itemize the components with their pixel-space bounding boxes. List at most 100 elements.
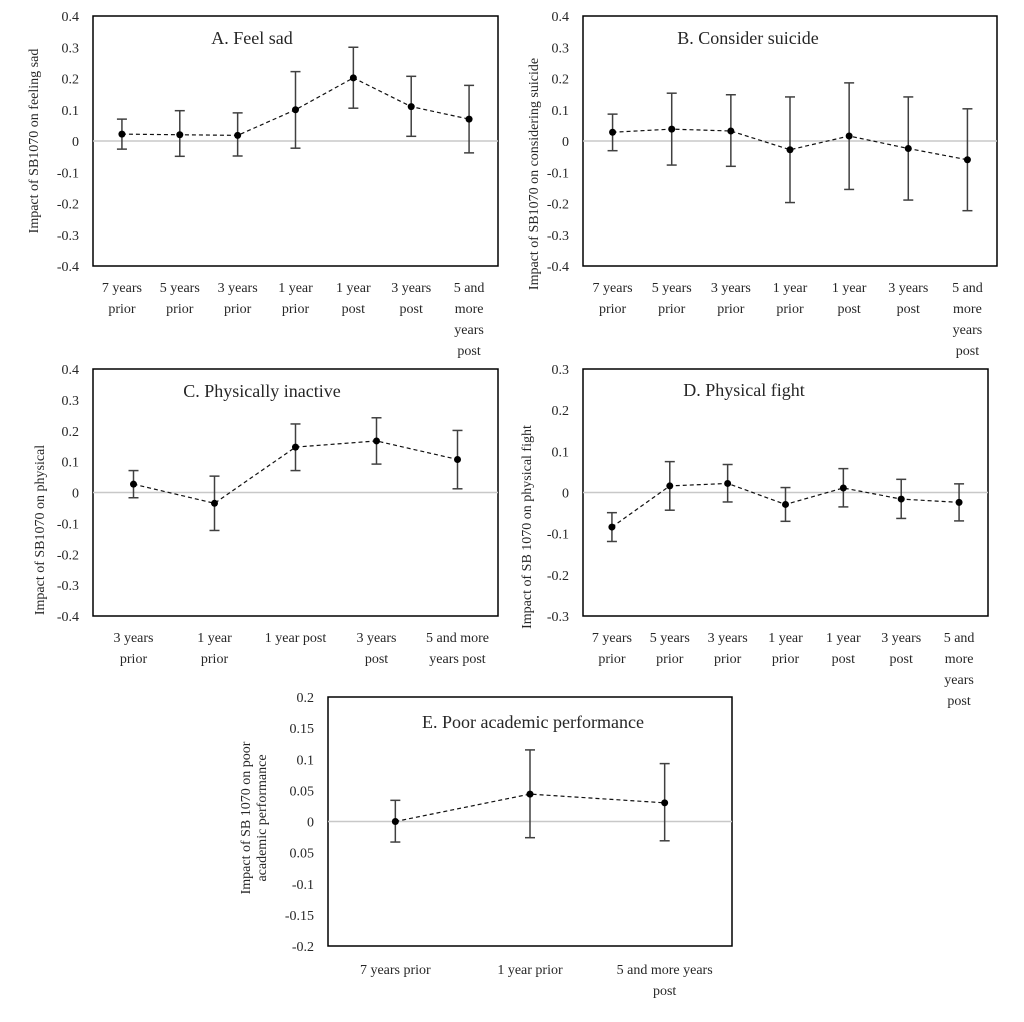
data-point	[955, 498, 963, 506]
chart-panel-5: 0.2 0.15 0.1 0.05 0 0.05 -0.1 -0.15 -0.2 7 years …	[239, 691, 733, 999]
y-tick-label: 0.4	[62, 363, 80, 378]
chart-panel-4: 0.3 0.2 0.1 0 -0.1 -0.2 -0.3 7 years prior 5 year…	[520, 363, 989, 709]
y-tick-label: 0	[562, 487, 569, 502]
x-tick-label: 5 years prior	[652, 281, 692, 317]
x-tick-label: 1 year post	[832, 281, 867, 317]
x-tick-label: 3 years prior	[113, 631, 153, 667]
y-tick-label: -0.1	[57, 166, 79, 181]
y-tick-label: 0.1	[62, 104, 80, 119]
chart-title: D. Physical fight	[683, 380, 805, 400]
y-tick-label: 0	[72, 487, 79, 502]
y-tick-label: 0.2	[62, 73, 80, 88]
x-tick-label: 1 year post	[826, 631, 861, 667]
x-tick-label: 3 years post	[881, 631, 921, 667]
data-point	[118, 130, 126, 138]
y-tick-label: 0	[562, 135, 569, 150]
x-tick-label: 1 year post	[336, 281, 371, 317]
x-tick-label: 3 years prior	[711, 281, 751, 317]
chart-title: A. Feel sad	[211, 28, 292, 48]
y-tick-label: -0.2	[292, 940, 314, 955]
x-tick-label: 3 years post	[391, 281, 431, 317]
x-tick-label: 1 year prior	[773, 281, 808, 317]
x-tick-label: 5 and more years post	[426, 631, 489, 667]
data-point	[666, 482, 674, 490]
y-tick-label: 0.15	[290, 722, 315, 737]
chart-title: C. Physically inactive	[183, 381, 340, 401]
x-tick-label: 3 years prior	[708, 631, 748, 667]
data-point	[373, 437, 380, 445]
data-point	[839, 484, 847, 492]
chart-title: E. Poor academic performance	[422, 712, 644, 732]
y-tick-label: -0.1	[547, 528, 569, 543]
data-point	[727, 127, 735, 135]
y-tick-label: 0.1	[552, 445, 570, 460]
chart-panel-3: 0.4 0.3 0.2 0.1 0 -0.1 -0.2 -0.3 -0.4 3 years prio…	[33, 363, 499, 667]
x-tick-label: 3 years post	[356, 631, 396, 667]
y-tick-label: 0.2	[552, 73, 570, 88]
y-tick-label: 0.1	[62, 456, 80, 471]
y-tick-label: -0.4	[547, 260, 569, 275]
y-tick-label: 0	[72, 135, 79, 150]
y-axis-label: Impact of SB1070 on physical	[33, 445, 48, 615]
x-tick-label: 7 years prior	[102, 281, 142, 317]
y-tick-label: -0.1	[57, 517, 79, 532]
x-tick-label: 5 years prior	[650, 631, 690, 667]
x-tick-label: 1 year prior	[497, 963, 563, 978]
y-tick-label: -0.2	[547, 569, 569, 584]
y-tick-label: 0.1	[297, 753, 315, 768]
data-point	[292, 443, 299, 451]
y-tick-label: -0.3	[547, 610, 569, 625]
y-axis-label: Impact of SB1070 on feeling sad	[27, 49, 42, 234]
data-point	[608, 523, 616, 531]
y-tick-label: -0.2	[57, 198, 79, 213]
data-point	[465, 115, 473, 123]
y-tick-label: -0.3	[57, 579, 79, 594]
y-tick-label: -0.3	[57, 229, 79, 244]
y-tick-label: 0.2	[552, 404, 570, 419]
y-tick-label: 0.05	[290, 784, 315, 799]
data-point	[526, 790, 534, 798]
x-tick-label: 1 year prior	[768, 631, 803, 667]
y-tick-label: 0.2	[62, 425, 80, 440]
y-tick-label: -0.1	[292, 878, 314, 893]
series-line	[133, 440, 458, 504]
data-point	[407, 103, 415, 111]
y-tick-label: -0.2	[547, 198, 569, 213]
x-tick-label: 3 years prior	[218, 281, 258, 317]
x-tick-label: 1 year post	[265, 631, 327, 646]
x-tick-label: 3 years post	[888, 281, 928, 317]
x-tick-label: 1 year prior	[197, 631, 232, 667]
data-point	[391, 818, 399, 825]
data-point	[782, 500, 789, 508]
x-tick-label: 7 years prior	[592, 631, 632, 667]
data-point	[234, 131, 242, 139]
chart-panel-1: 0.4 0.3 0.2 0.1 0 -0.1 -0.2 -0.3 -0.4 7 years prio…	[27, 10, 499, 359]
data-point	[724, 479, 732, 487]
y-tick-label: 0.05	[290, 847, 315, 862]
y-tick-label: 0.4	[62, 10, 80, 25]
y-tick-label: -0.4	[57, 610, 79, 625]
y-axis-label: Impact of SB1070 on considering suicide	[527, 58, 542, 290]
y-tick-label: 0.4	[552, 10, 570, 25]
y-tick-label: 0.1	[552, 104, 570, 119]
y-tick-label: 0.3	[62, 41, 80, 56]
data-point	[786, 146, 794, 154]
y-tick-label: 0	[307, 816, 314, 831]
data-point	[963, 156, 971, 164]
data-point	[609, 128, 617, 136]
x-tick-label: 5 and more years post	[952, 281, 983, 359]
data-point	[130, 480, 137, 488]
x-tick-label: 7 years prior	[360, 963, 431, 978]
y-tick-label: 0.3	[552, 41, 570, 56]
y-tick-label: 0.3	[62, 394, 80, 409]
y-tick-label: 0.3	[552, 363, 570, 378]
y-tick-label: -0.1	[547, 166, 569, 181]
x-tick-label: 7 years prior	[593, 281, 633, 317]
data-point	[349, 74, 357, 82]
data-point	[845, 132, 853, 140]
data-point	[661, 799, 669, 807]
y-tick-label: -0.3	[547, 229, 569, 244]
data-point	[668, 125, 676, 133]
data-point	[454, 455, 461, 463]
